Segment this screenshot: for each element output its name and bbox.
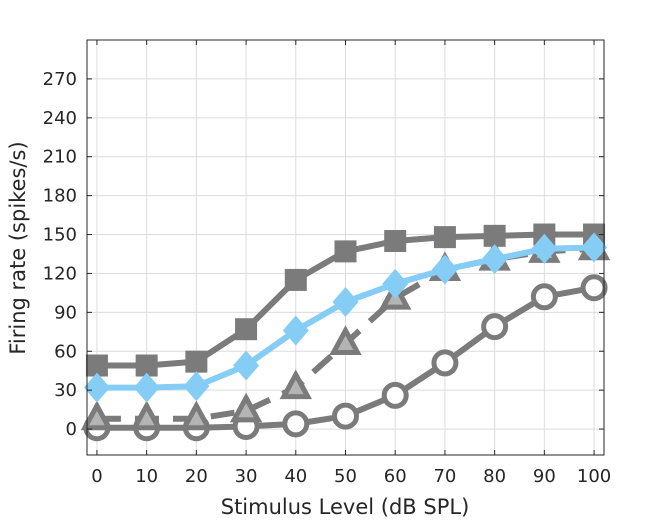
square-marker	[185, 350, 208, 373]
x-tick-label: 20	[185, 466, 208, 487]
triangle-marker	[329, 325, 362, 355]
circle-marker	[332, 402, 359, 430]
triangle-marker	[180, 400, 213, 431]
diamond-marker	[133, 372, 160, 403]
circle-marker	[381, 381, 409, 409]
x-tick-label: 70	[433, 466, 456, 487]
series-group	[80, 223, 611, 442]
triangle-marker	[229, 392, 263, 423]
x-tick-label: 80	[483, 466, 506, 487]
square-marker	[135, 354, 158, 377]
square-marker	[483, 224, 506, 247]
circle-marker	[282, 410, 310, 438]
circle-marker	[530, 283, 558, 311]
y-tick-label: 60	[54, 341, 77, 362]
y-axis-title: Firing rate (spikes/s)	[6, 141, 30, 354]
x-tick-label: 40	[284, 466, 307, 487]
square-marker	[235, 318, 258, 341]
series-square	[85, 223, 606, 377]
tick-marks	[87, 40, 604, 455]
x-axis-title: Stimulus Level (dB SPL)	[221, 495, 470, 519]
diamond-marker	[332, 286, 359, 317]
triangle-marker	[279, 369, 312, 400]
diamond-marker	[382, 268, 409, 299]
diamond-marker	[431, 254, 458, 285]
x-tick-label: 0	[91, 466, 102, 487]
circle-marker	[431, 349, 459, 377]
y-tick-label: 30	[54, 380, 77, 401]
triangle-marker	[130, 400, 163, 431]
circle-marker	[481, 313, 509, 341]
y-tick-label: 120	[43, 263, 77, 284]
y-tick-label: 270	[43, 69, 77, 90]
triangle-marker	[80, 400, 114, 431]
square-marker	[334, 240, 357, 263]
square-marker	[433, 226, 456, 249]
x-tick-label: 30	[235, 466, 258, 487]
tick-labels: 0 10 20 30 40 50 60 70 80 90 100 0 30 60 90 120 150 180 21…	[43, 69, 612, 487]
x-tick-label: 50	[334, 466, 357, 487]
x-tick-label: 10	[135, 466, 158, 487]
x-tick-label: 60	[384, 466, 407, 487]
diamond-marker	[481, 244, 508, 275]
diamond-marker	[183, 371, 210, 402]
diamond-marker	[233, 350, 260, 381]
square-marker	[85, 354, 108, 377]
y-tick-label: 210	[43, 147, 77, 168]
x-tick-label: 90	[533, 466, 556, 487]
y-tick-label: 240	[43, 108, 77, 129]
x-tick-label: 100	[577, 466, 611, 487]
y-tick-label: 0	[66, 419, 77, 440]
y-tick-label: 150	[43, 225, 77, 246]
square-marker	[384, 230, 407, 253]
diamond-marker	[531, 233, 558, 264]
diamond-marker	[282, 315, 309, 346]
y-tick-label: 180	[43, 186, 77, 207]
y-tick-label: 90	[54, 302, 77, 323]
circle-marker	[580, 274, 608, 302]
series-diamond	[83, 232, 608, 403]
square-marker	[284, 268, 307, 291]
diamond-marker	[83, 372, 110, 403]
diamond-marker	[581, 232, 608, 263]
